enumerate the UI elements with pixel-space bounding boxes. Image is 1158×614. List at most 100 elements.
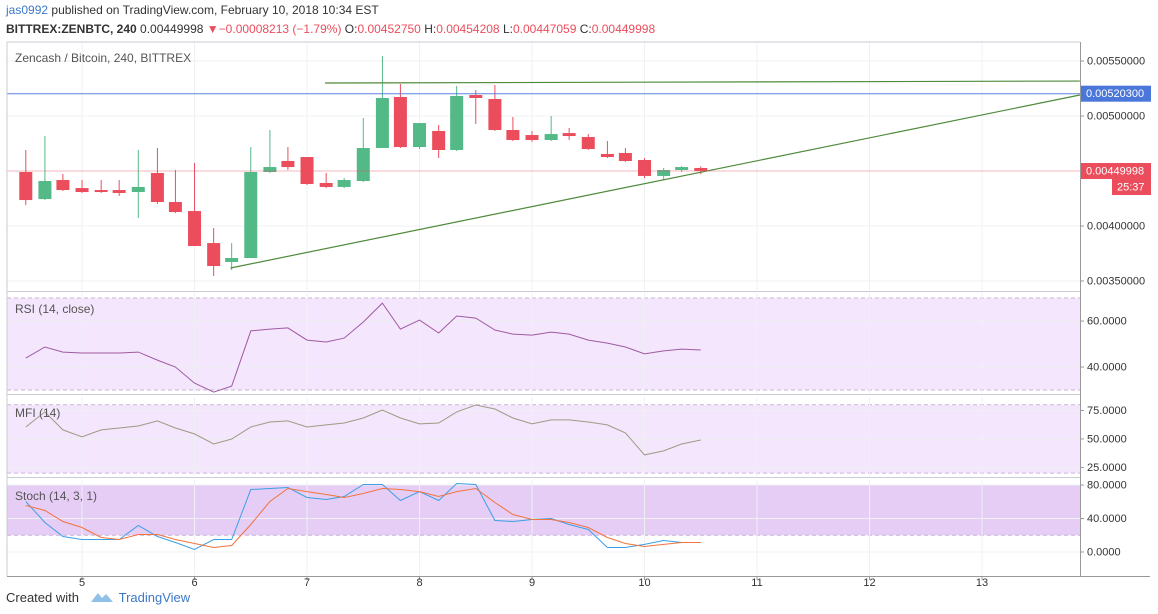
price-label: 0.00520300 [1086, 88, 1144, 100]
candle-body [450, 95, 464, 150]
candle-body [56, 180, 70, 191]
candle-body [300, 157, 314, 184]
candle-body [657, 170, 671, 176]
x-tick-label: 8 [416, 577, 422, 589]
candle-body [525, 135, 539, 140]
panel-title: RSI (14, close) [15, 302, 94, 316]
candle-body [337, 180, 351, 187]
ohlc-value: 0.00449998 [591, 22, 656, 36]
indicator-line [25, 404, 701, 456]
y-tick-label: 75.0000 [1087, 405, 1127, 417]
ohlc-value: 0.00447059 [512, 22, 577, 36]
panel: 60.0000 40.0000 [7, 293, 1127, 393]
logo-shape [90, 593, 113, 602]
footer-brand[interactable]: TradingView [118, 590, 191, 605]
author[interactable]: jas0992 [6, 3, 49, 17]
footer-text: Created with [6, 590, 79, 605]
candle-body [112, 190, 126, 193]
candle-body [319, 182, 333, 187]
candle-body [131, 186, 145, 193]
candle-body [244, 171, 258, 258]
candle-body [75, 188, 89, 193]
candle-body [393, 96, 407, 148]
price-label-box [1081, 85, 1151, 102]
ohlc-label: C: [579, 22, 592, 36]
candle-body [618, 152, 632, 161]
indicator-line [25, 302, 701, 393]
candle-body [38, 181, 52, 200]
change: −0.00008213 (−1.79%) [218, 22, 342, 36]
trend-line [325, 80, 1080, 84]
panel: 75.0000 50.0000 25.0000 [7, 397, 1127, 476]
candle-body [600, 153, 614, 158]
candle-body [356, 148, 370, 182]
chart: 0.00550000 0.00500000 0.00400000 0.00350000… [6, 41, 1151, 589]
footer: Created with TradingView [6, 589, 190, 605]
ohlc-label: H: [424, 22, 437, 36]
panel: 80.0000 40.0000 0.0000 [7, 479, 1127, 575]
indicator-line [25, 482, 701, 551]
x-tick-label: 9 [529, 577, 535, 589]
y-tick-label: 60.0000 [1087, 315, 1127, 327]
band [7, 298, 1080, 391]
x-tick-label: 6 [191, 577, 197, 589]
price: 0.00449998 [140, 22, 204, 36]
price-label-box [1081, 163, 1151, 180]
y-tick-label: 0.00550000 [1087, 55, 1145, 67]
symbol: BITTREX:ZENBTC, 240 [6, 22, 137, 36]
candle-body [225, 257, 239, 262]
logo [90, 593, 113, 602]
y-tick-label: 40.0000 [1087, 361, 1127, 373]
y-tick-label: 0.00400000 [1087, 220, 1145, 232]
candle-body [281, 160, 295, 168]
candle-body [544, 134, 558, 140]
candle-body [562, 133, 576, 137]
ohlc-value: 0.00454208 [436, 22, 500, 36]
trend-line [230, 94, 1081, 269]
candle-body [188, 211, 202, 247]
candle-body [263, 167, 277, 172]
panel-title: Stoch (14, 3, 1) [15, 489, 97, 503]
candle-body [638, 160, 652, 176]
y-tick-label: 80.0000 [1087, 479, 1127, 491]
y-tick-label: 0.0000 [1087, 546, 1121, 558]
y-tick-label: 0.00350000 [1087, 275, 1145, 287]
x-tick-label: 12 [863, 577, 875, 589]
symbol-line: BITTREX:ZENBTC, 240 0.00449998 ▼−0.00008… [6, 22, 655, 36]
x-tick-label: 10 [638, 577, 650, 589]
candle-body [375, 97, 389, 149]
candle-body [469, 95, 483, 98]
arrow: ▼ [206, 22, 219, 36]
countdown-box [1112, 179, 1151, 196]
panel-title: Zencash / Bitcoin, 240, BITTREX [15, 51, 191, 65]
panel: 0.00550000 0.00500000 0.00400000 0.00350000 [7, 42, 1145, 290]
candle-body [168, 202, 182, 213]
candle-body [581, 137, 595, 150]
ohlc-value: 0.00452750 [357, 22, 421, 36]
ohlc-label: L: [502, 22, 513, 36]
candle-body [432, 130, 446, 150]
x-tick-label: 5 [79, 577, 85, 589]
candle-body [19, 171, 33, 201]
candle-body [694, 167, 708, 172]
candle-body [488, 98, 502, 130]
band [7, 485, 1080, 536]
y-tick-label: 0.00500000 [1087, 110, 1145, 122]
published: published on TradingView.com, February 1… [51, 3, 379, 17]
candle-body [413, 123, 427, 148]
y-tick-label: 40.0000 [1087, 513, 1127, 525]
panel-title: MFI (14) [15, 406, 60, 420]
ohlc: O:0.00452750 H:0.00454208 L:0.00447059 C… [345, 22, 655, 36]
candle-body [506, 129, 520, 140]
y-tick-label: 50.0000 [1087, 433, 1127, 445]
candle-body [675, 167, 689, 171]
y-tick-label: 25.0000 [1087, 462, 1127, 474]
x-tick-label: 13 [976, 577, 988, 589]
candle-body [207, 243, 221, 267]
candle-body [150, 172, 164, 203]
x-tick-label: 11 [751, 577, 762, 589]
countdown: 25:37 [1117, 181, 1145, 193]
candle-body [94, 190, 108, 193]
indicator-line [25, 487, 701, 549]
